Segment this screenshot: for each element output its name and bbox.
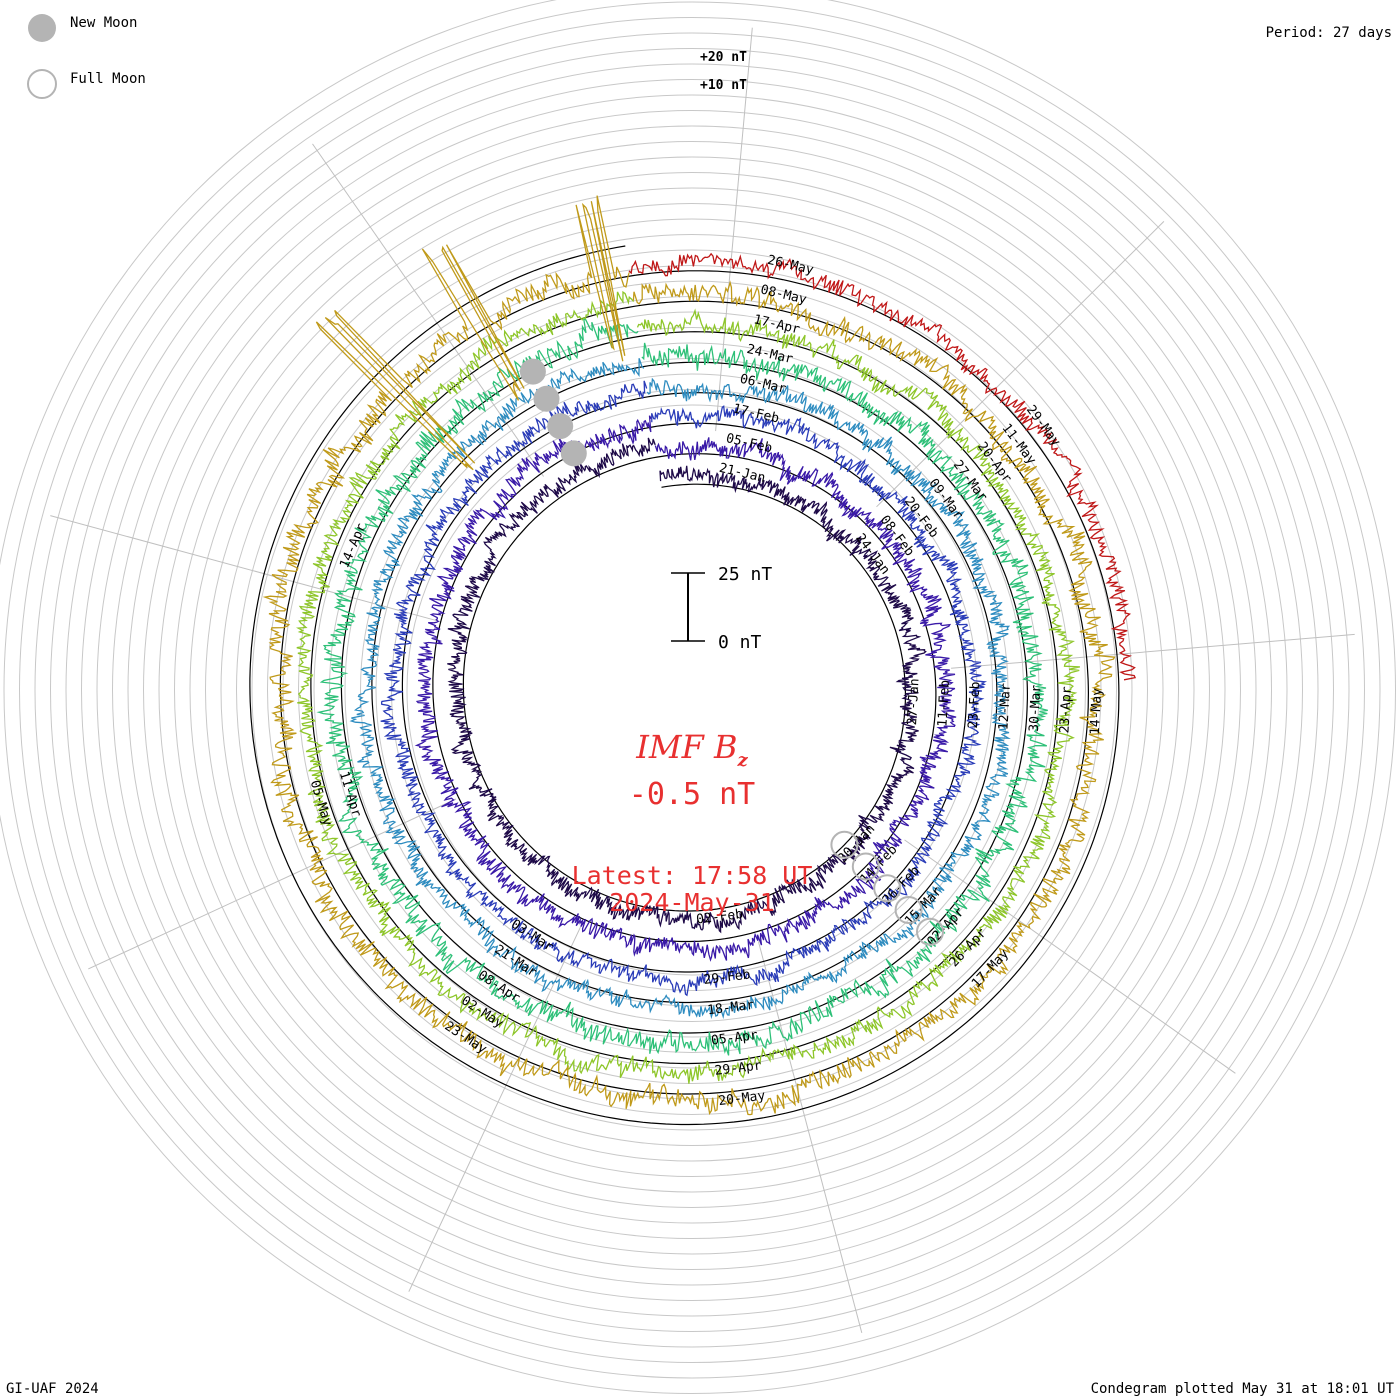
bz-trace-rotation-2	[414, 415, 957, 962]
latest-date: 2024-May-31	[609, 888, 775, 917]
date-label: 23-Feb	[966, 681, 984, 729]
grid-ring	[81, 79, 1303, 1301]
grid-spoke	[876, 221, 1165, 508]
bz-trace-rotation-8	[628, 252, 1137, 681]
grid-spoke	[904, 839, 1236, 1074]
grid-ring	[174, 172, 1210, 1208]
new-moon-legend-label: New Moon	[70, 15, 137, 31]
scale-20nt-label: +20 nT	[700, 50, 747, 65]
date-label: 24-Jan	[852, 531, 892, 578]
period-label: Period: 27 days	[1266, 25, 1392, 41]
grid-spoke	[312, 143, 545, 477]
full-moon-marker	[873, 874, 902, 903]
grid-ring	[65, 63, 1319, 1317]
new-moon-legend-icon	[28, 14, 56, 42]
new-moon-marker	[519, 358, 546, 385]
grid-ring	[96, 94, 1288, 1286]
date-label: 12-Mar	[996, 683, 1014, 731]
grid-spoke	[50, 515, 442, 623]
date-label: 05-May	[307, 779, 335, 828]
grid-ring	[220, 218, 1164, 1162]
date-label: 29-Apr	[714, 1058, 763, 1079]
scale-bar: 25 nT 0 nT	[671, 564, 772, 653]
grid-ring	[205, 203, 1179, 1177]
grid-ring	[127, 125, 1257, 1255]
grid-ring	[189, 187, 1195, 1193]
full-moon-legend-icon	[27, 69, 57, 99]
grid-ring	[298, 296, 1086, 1084]
full-moon-marker	[851, 852, 880, 881]
grid-ring	[267, 265, 1117, 1115]
grid-spoke	[757, 941, 863, 1334]
grid-ring	[19, 17, 1365, 1363]
date-label: 05-Apr	[710, 1028, 759, 1049]
full-moon-marker	[894, 896, 923, 924]
grid-ring	[50, 48, 1334, 1332]
latest-time: Latest: 17:58 UT	[572, 861, 813, 890]
rotation-baselines	[249, 245, 1120, 1126]
bz-trace-rotation-6	[295, 290, 1081, 1084]
date-label: 27-Jan	[905, 678, 923, 726]
grid-ring	[375, 373, 1009, 1007]
date-label: 20-May	[718, 1089, 767, 1110]
grid-spoke	[715, 27, 753, 432]
grid-spoke	[88, 798, 457, 970]
date-label: 30-Mar	[1027, 684, 1045, 732]
chart-title-main: IMF B	[635, 728, 737, 766]
date-label: 02-Feb	[695, 907, 744, 928]
date-label: 18-Mar	[707, 998, 756, 1019]
scale-bar-top-label: 25 nT	[718, 564, 772, 585]
grid-ring	[236, 234, 1148, 1146]
full-moon-marker	[916, 917, 944, 946]
bz-trace-rotation-1	[447, 437, 927, 934]
scale-bar-bottom-label: 0 nT	[718, 632, 762, 653]
grid-ring	[34, 32, 1350, 1348]
date-label: 11-Feb	[935, 679, 953, 727]
new-moon-marker	[547, 413, 574, 440]
grid-ring	[112, 110, 1272, 1270]
date-label: 29-Feb	[703, 967, 752, 988]
grid-ring	[143, 141, 1241, 1239]
date-label: 21-Jan	[718, 461, 767, 486]
grid-spoke	[408, 925, 582, 1292]
new-moon-marker	[533, 385, 560, 412]
moon-markers	[519, 358, 944, 946]
bz-traces	[262, 195, 1137, 1116]
full-moon-marker	[830, 830, 859, 859]
bz-trace-rotation-3	[380, 380, 988, 997]
grid-ring	[251, 249, 1133, 1131]
new-moon-marker	[560, 440, 587, 467]
bz-trace-rotation-7	[262, 195, 1116, 1116]
full-moon-legend-label: Full Moon	[70, 71, 146, 87]
scale-10nt-label: +10 nT	[700, 78, 747, 93]
chart-title: IMF Bz	[635, 728, 748, 771]
date-label: 17-Feb	[731, 401, 780, 426]
bz-trace-rotation-4	[349, 358, 1011, 1020]
date-label: 14-May	[1088, 687, 1106, 735]
baseline-spiral	[249, 245, 1120, 1126]
grid-ring	[158, 156, 1226, 1224]
grid-spoke	[951, 633, 1355, 669]
chart-title-subscript: z	[737, 750, 749, 771]
plotted-label: Condegram plotted May 31 at 18:01 UT	[1091, 1381, 1395, 1397]
date-label: 23-Apr	[1057, 686, 1075, 734]
current-value: -0.5 nT	[629, 777, 755, 812]
grid-ring	[3, 1, 1381, 1379]
bz-trace-rotation-5	[316, 317, 1048, 1056]
credit-label: GI-UAF 2024	[6, 1381, 99, 1397]
